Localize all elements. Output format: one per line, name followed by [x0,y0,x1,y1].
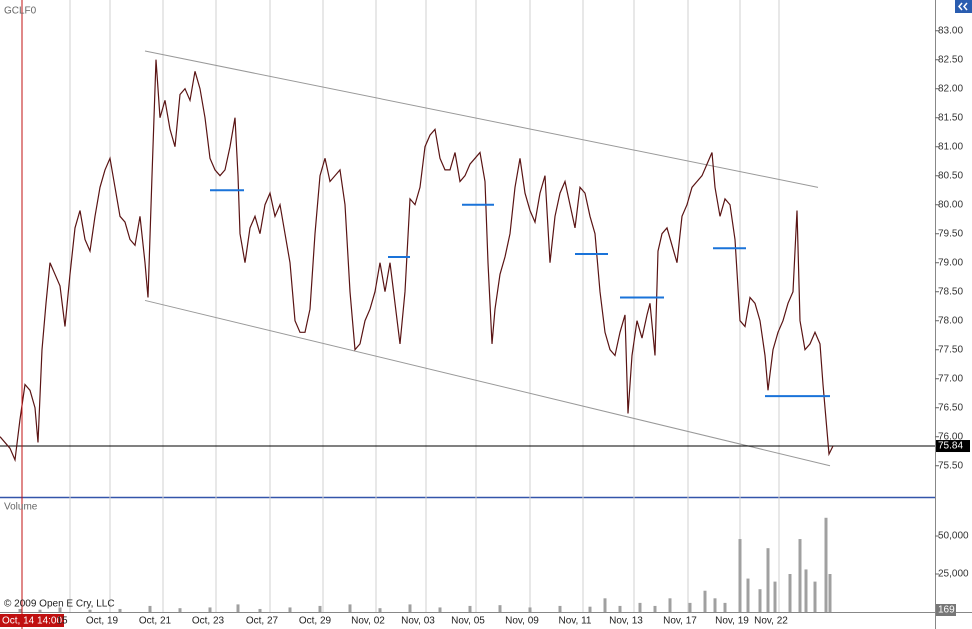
volume-bar [746,578,750,612]
volume-bar [668,598,672,612]
y-tick-label: 78.50 [938,286,963,297]
y-tick-label: 80.00 [938,199,963,210]
y-tick-label: 50,000 [938,531,969,542]
y-tick-label: 76.50 [938,402,963,413]
y-tick-label: 82.50 [938,54,963,65]
volume-bar [798,539,802,612]
volume-bar [766,548,770,612]
chart-title: GCLF0 [4,6,37,17]
y-tick-label: 82.00 [938,83,963,94]
x-tick-label: Nov, 17 [663,616,697,627]
y-tick-label: 81.50 [938,112,963,123]
last-price-bg [936,440,970,453]
y-tick-label: 25,000 [938,569,969,580]
x-tick-label: Nov, 22 [754,616,788,627]
last-volume-bg [936,604,956,616]
last-volume-label: 169 [938,605,955,616]
volume-bar [788,574,792,612]
x-tick-label: Oct, 27 [246,616,279,627]
x-tick-label: Nov, 02 [351,616,385,627]
volume-bar [723,602,727,612]
x-tick-label: 15 [56,616,68,627]
volume-bar [58,607,62,612]
x-tick-label: Oct, 19 [86,616,119,627]
volume-bar [468,605,472,612]
grid [69,0,780,612]
volume-bar [638,602,642,612]
volume-bar [603,598,607,612]
x-tick-label: Nov, 11 [559,616,592,627]
y-tick-label: 77.50 [938,344,963,355]
x-tick-label: Nov, 19 [715,616,749,627]
x-tick-label: Nov, 05 [451,616,485,627]
volume-bar [438,607,442,612]
x-tick-label: Nov, 03 [401,616,435,627]
y-tick-label: 80.50 [938,170,963,181]
y-tick-label: 75.50 [938,460,963,471]
volume-bar [178,608,182,612]
y-tick-label: 79.50 [938,228,963,239]
volume-bar [148,605,152,612]
volume-bar [618,605,622,612]
y-tick-label: 83.00 [938,25,963,36]
volume-bar [348,604,352,612]
volume-bar [758,589,762,612]
copyright: © 2009 Open E Cry, LLC [4,599,115,610]
volume-bar [738,539,742,612]
x-tick-label: Oct, 29 [299,616,332,627]
trend-line [144,299,831,467]
collapse-button[interactable] [955,0,972,13]
volume-bar [88,609,92,612]
x-tick-label: Oct, 23 [192,616,225,627]
y-tick-label: 81.00 [938,141,963,152]
volume-bar [528,607,532,612]
volume-bar [208,607,212,612]
cursor-label-bg [0,614,64,627]
volume-bar [828,574,832,612]
volume-bar [318,605,322,612]
y-tick-label: 77.00 [938,373,963,384]
volume-bar [288,607,292,612]
volume-bar [804,569,808,612]
volume-bar [118,608,122,612]
volume-bar [713,598,717,612]
y-tick-label: 76.00 [938,431,963,442]
volume-bar [18,608,22,612]
volume-bar [408,604,412,612]
volume-bar [38,609,42,612]
x-tick-label: Nov, 13 [609,616,643,627]
last-price-label: 75.84 [938,441,963,452]
volume-bar [378,608,382,612]
price-line [0,59,834,463]
cursor-label: Oct, 14 14:00 [2,616,62,627]
volume-title: Volume [4,502,38,513]
volume-bar [558,605,562,612]
volume-bar [824,517,828,612]
x-tick-label: Oct, 21 [139,616,172,627]
volume-bar [498,605,502,612]
volume-bar [813,581,817,612]
volume-bar [773,581,777,612]
y-tick-label: 79.00 [938,257,963,268]
button-icon[interactable] [958,2,968,11]
volume-bar [236,604,240,612]
trend-line [144,50,819,188]
volume-bar [703,590,707,612]
volume-bar [653,605,657,612]
volume-bar [688,602,692,612]
y-tick-label: 78.00 [938,315,963,326]
x-tick-label: Nov, 09 [505,616,539,627]
volume-bar [258,608,262,612]
volume-bar [588,606,592,612]
